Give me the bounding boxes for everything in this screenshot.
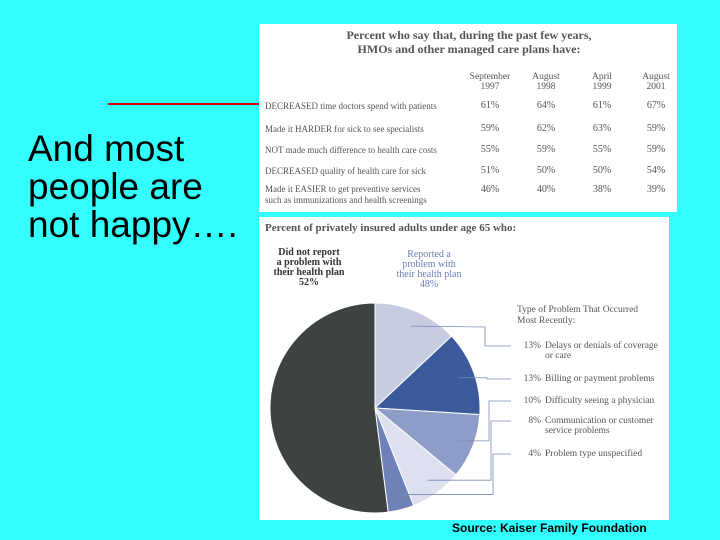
table-cell: 62% <box>536 123 556 134</box>
column-header-line1: April <box>591 72 613 82</box>
legend-line: service problems <box>545 426 610 436</box>
legend-text: Delays or denials of coverage or care <box>545 341 669 361</box>
table-cell: 67% <box>646 100 666 111</box>
table-cell: 59% <box>646 144 666 155</box>
not-reported-label: Did not report a problem with their heal… <box>263 248 355 288</box>
legend-text: Difficulty seeing a physician <box>545 396 655 406</box>
column-header-line2: 1997 <box>480 82 500 92</box>
table-cell: 51% <box>480 165 500 176</box>
table-cell: 38% <box>592 184 612 195</box>
label-line: problem with <box>402 259 456 270</box>
table-title-line2: HMOs and other managed care plans have: <box>357 42 581 56</box>
label-line: their health plan <box>396 269 462 280</box>
slide-heading: And most people are not happy…. <box>28 128 238 245</box>
leader-line <box>458 377 511 380</box>
table-cell: 39% <box>646 184 666 195</box>
row-label: Made it EASIER to get preventive service… <box>265 184 475 206</box>
table-cell: 55% <box>480 144 500 155</box>
column-header: September 1997 <box>465 72 515 92</box>
legend-pct: 13% <box>523 341 541 351</box>
legend-pct: 13% <box>523 374 541 384</box>
legend-pct: 10% <box>523 396 541 406</box>
legend-line: or care <box>545 351 572 361</box>
column-header: April 1999 <box>577 72 627 92</box>
legend-pct: 4% <box>528 449 541 459</box>
row-label-line1: Made it EASIER to get preventive service… <box>265 184 421 194</box>
legend-pct: 8% <box>528 416 541 426</box>
legend-line: Delays or denials of coverage <box>545 341 658 351</box>
row-label-line2: such as immunizations and health screeni… <box>265 195 427 205</box>
leader-line <box>397 453 511 495</box>
legend-title-line1: Type of Problem That Occurred <box>517 305 639 315</box>
pie-chart-panel: Percent of privately insured adults unde… <box>259 217 669 520</box>
table-cell: 55% <box>592 144 612 155</box>
column-header: August 2001 <box>631 72 681 92</box>
column-header-line1: August <box>532 72 560 82</box>
table-cell: 50% <box>592 165 612 176</box>
table-cell: 64% <box>536 100 556 111</box>
leader-line <box>427 420 511 481</box>
table-cell: 61% <box>480 100 500 111</box>
table-cell: 50% <box>536 165 556 176</box>
table-title-line1: Percent who say that, during the past fe… <box>346 28 592 42</box>
row-label: NOT made much difference to health care … <box>265 145 437 155</box>
legend-line: Communication or customer <box>545 416 654 426</box>
slice-billing <box>373 335 481 416</box>
table-cell: 59% <box>536 144 556 155</box>
pie-title: Percent of privately insured adults unde… <box>265 222 517 234</box>
label-line: Did not report <box>278 247 340 258</box>
row-label: DECREASED time doctors spend with patien… <box>265 101 437 111</box>
table-cell: 61% <box>592 100 612 111</box>
table-cell: 40% <box>536 184 556 195</box>
label-line: their health plan <box>273 267 345 278</box>
label-pct: 48% <box>419 279 439 290</box>
column-header-line2: 1998 <box>536 82 556 92</box>
legend-text: Problem type unspecified <box>545 449 643 459</box>
managed-care-table: Percent who say that, during the past fe… <box>259 24 677 212</box>
reported-label: Reported a problem with their health pla… <box>383 250 475 290</box>
label-line: Reported a <box>407 249 451 260</box>
slice-no-problem <box>269 302 389 514</box>
row-label: DECREASED quality of health care for sic… <box>265 166 426 176</box>
table-cell: 59% <box>480 123 500 134</box>
pie-chart <box>269 302 511 514</box>
legend-text: Billing or payment problems <box>545 374 655 384</box>
leader-line <box>410 325 511 347</box>
table-cell: 59% <box>646 123 666 134</box>
slice-delays <box>374 302 453 410</box>
table-title: Percent who say that, during the past fe… <box>319 28 619 56</box>
table-cell: 54% <box>646 165 666 176</box>
leader-line <box>457 400 511 442</box>
source-credit: Source: Kaiser Family Foundation <box>452 521 647 535</box>
column-header: August 1998 <box>521 72 571 92</box>
column-header-line2: 2001 <box>646 82 666 92</box>
red-rule-line <box>108 103 268 105</box>
column-header-line1: September <box>469 72 511 82</box>
column-header-line2: 1999 <box>592 82 612 92</box>
legend-title: Type of Problem That Occurred Most Recen… <box>517 305 667 327</box>
row-label: Made it HARDER for sick to see specialis… <box>265 124 424 134</box>
table-cell: 46% <box>480 184 500 195</box>
label-pct: 52% <box>299 277 319 288</box>
column-header-line1: August <box>642 72 670 82</box>
label-line: a problem with <box>276 257 342 268</box>
legend-text: Communication or customer service proble… <box>545 416 669 436</box>
table-cell: 63% <box>592 123 612 134</box>
legend-title-line2: Most Recently: <box>517 316 576 326</box>
